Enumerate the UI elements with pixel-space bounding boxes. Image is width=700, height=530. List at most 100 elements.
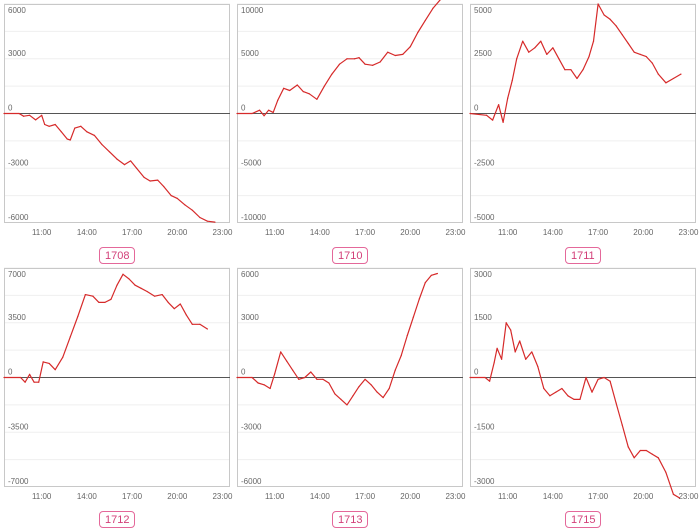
data-point <box>199 217 200 218</box>
y-tick-label: 0 <box>241 104 246 113</box>
data-point <box>43 361 44 362</box>
chart-tag-label[interactable]: 1715 <box>565 511 601 528</box>
data-point <box>634 457 635 458</box>
data-point <box>640 54 641 55</box>
data-point <box>497 348 498 349</box>
data-point <box>23 116 24 117</box>
data-point <box>236 113 237 114</box>
x-tick-label: 17:00 <box>355 228 376 237</box>
data-point <box>292 370 293 371</box>
data-point <box>546 54 547 55</box>
chart-tag-label[interactable]: 1711 <box>565 247 601 264</box>
data-point <box>469 377 470 378</box>
data-point <box>162 294 163 295</box>
data-point <box>534 47 535 48</box>
x-tick-label: 20:00 <box>167 228 188 237</box>
data-point <box>264 384 265 385</box>
data-point <box>469 113 470 114</box>
series-line <box>470 4 681 122</box>
data-point <box>564 69 565 70</box>
data-point <box>94 135 95 136</box>
data-point <box>61 131 62 132</box>
chart-tag-label[interactable]: 1708 <box>99 247 135 264</box>
data-point <box>274 373 275 374</box>
data-point <box>251 113 252 114</box>
data-point <box>101 144 102 145</box>
data-point <box>280 351 281 352</box>
data-point <box>410 46 411 47</box>
data-point <box>525 359 526 360</box>
data-point <box>331 73 332 74</box>
data-point <box>174 308 175 309</box>
data-point <box>110 299 111 300</box>
y-tick-label: 0 <box>474 368 479 377</box>
data-point <box>501 359 502 360</box>
y-tick-label: -2500 <box>474 158 495 167</box>
y-tick-label: -5000 <box>241 158 262 167</box>
y-tick-label: -3000 <box>241 422 262 431</box>
data-point <box>128 278 129 279</box>
data-point <box>622 424 623 425</box>
data-point <box>679 497 680 498</box>
x-tick-label: 20:00 <box>167 492 188 501</box>
x-tick-label: 23:00 <box>445 228 466 237</box>
data-point <box>324 86 325 87</box>
data-point <box>116 159 117 160</box>
data-point <box>634 52 635 53</box>
data-point <box>157 180 158 181</box>
data-point <box>364 64 365 65</box>
data-point <box>116 285 117 286</box>
data-point <box>389 388 390 389</box>
data-point <box>358 386 359 387</box>
data-point <box>489 381 490 382</box>
data-point <box>192 210 193 211</box>
x-tick-label: 20:00 <box>400 228 421 237</box>
chart-tag-label[interactable]: 1710 <box>332 247 368 264</box>
x-tick-label: 23:00 <box>212 492 233 501</box>
x-tick-label: 23:00 <box>678 492 699 501</box>
series-line <box>470 323 679 498</box>
data-point <box>18 113 19 114</box>
x-tick-label: 11:00 <box>32 492 52 501</box>
data-point <box>494 362 495 363</box>
data-point <box>401 355 402 356</box>
y-tick-label: 3500 <box>8 313 26 322</box>
data-point <box>20 377 21 378</box>
x-tick-label: 20:00 <box>633 228 654 237</box>
y-tick-label: 3000 <box>241 313 259 322</box>
x-tick-label: 14:00 <box>310 228 331 237</box>
data-point <box>585 377 586 378</box>
data-point <box>316 379 317 380</box>
data-point <box>283 88 284 89</box>
x-tick-label: 14:00 <box>310 492 331 501</box>
y-tick-label: -3500 <box>8 422 29 431</box>
y-tick-label: -6000 <box>241 477 262 486</box>
chart-tag-label[interactable]: 1712 <box>99 511 135 528</box>
data-point <box>417 32 418 33</box>
chart-tag-label[interactable]: 1713 <box>332 511 368 528</box>
data-point <box>328 382 329 383</box>
data-point <box>334 393 335 394</box>
data-point <box>92 296 93 297</box>
data-point <box>199 324 200 325</box>
data-point <box>515 351 516 352</box>
y-tick-label: 3000 <box>474 270 492 279</box>
data-point <box>561 388 562 389</box>
data-point <box>104 302 105 303</box>
data-point <box>352 395 353 396</box>
data-point <box>628 446 629 447</box>
data-point <box>34 382 35 383</box>
data-point <box>516 58 517 59</box>
data-point <box>603 377 604 378</box>
x-tick-label: 11:00 <box>265 228 285 237</box>
data-point <box>510 329 511 330</box>
data-point <box>519 340 520 341</box>
data-point <box>339 64 340 65</box>
data-point <box>55 369 56 370</box>
x-tick-label: 23:00 <box>445 492 466 501</box>
data-point <box>29 115 30 116</box>
